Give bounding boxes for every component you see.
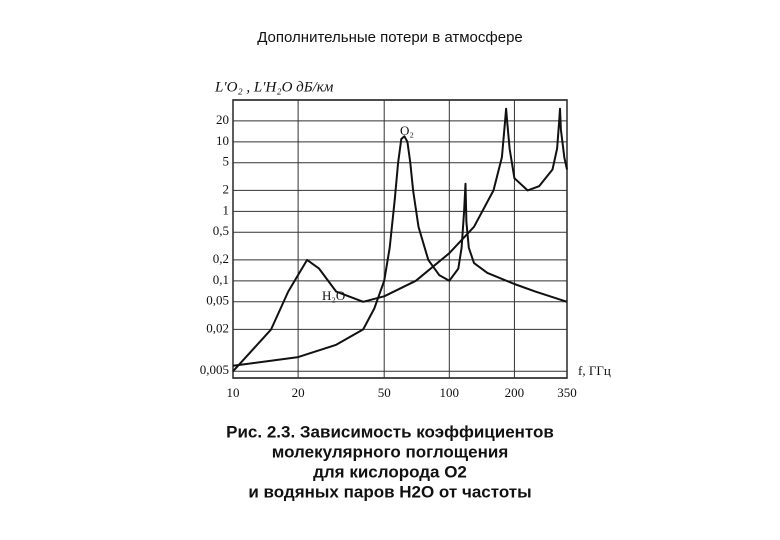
- y-axis-label: L′O₂ , L′H₂O дБ/км: [214, 79, 334, 95]
- caption-line: и водяных паров Н2О от частоты: [248, 482, 531, 501]
- y-tick-label: 0,1: [213, 272, 229, 287]
- x-tick-label: 10: [227, 385, 240, 400]
- x-tick-label: 20: [292, 385, 305, 400]
- x-tick-label: 50: [378, 385, 391, 400]
- chart-title: Дополнительные потери в атмосфере: [257, 29, 523, 46]
- y-tick-label: 0,02: [206, 320, 229, 335]
- data-line: [232, 135, 568, 367]
- x-tick-label: 100: [440, 385, 460, 400]
- y-tick-label: 10: [216, 133, 229, 148]
- caption-line: Рис. 2.3. Зависимость коэффициентов: [226, 422, 554, 441]
- x-tick-label: 350: [557, 385, 577, 400]
- y-tick-label: 0,2: [213, 251, 229, 266]
- y-tick-label: 20: [216, 112, 229, 127]
- data-line: [232, 107, 568, 372]
- series-label: H₂O: [322, 288, 345, 303]
- y-tick-label: 2: [223, 181, 230, 196]
- caption-line: для кислорода О2: [313, 462, 467, 481]
- y-tick-label: 0,5: [213, 223, 229, 238]
- y-tick-label: 0,05: [206, 293, 229, 308]
- y-tick-label: 5: [223, 154, 230, 169]
- y-tick-label: 1: [223, 202, 230, 217]
- x-axis-label: f, ГГц: [578, 363, 611, 378]
- x-tick-label: 200: [505, 385, 525, 400]
- y-tick-label: 0,005: [200, 362, 229, 377]
- caption-line: молекулярного поглощения: [272, 442, 509, 461]
- series-label: O₂: [400, 123, 414, 138]
